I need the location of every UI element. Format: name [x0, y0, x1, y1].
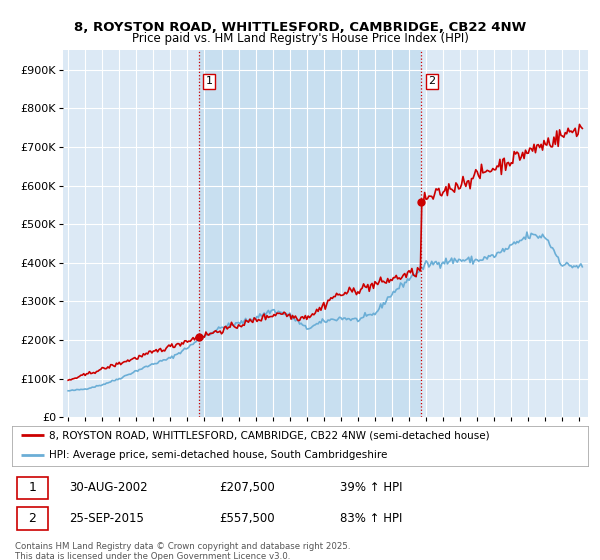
Text: 1: 1 [28, 482, 36, 494]
Text: 30-AUG-2002: 30-AUG-2002 [70, 482, 148, 494]
Text: 83% ↑ HPI: 83% ↑ HPI [340, 512, 403, 525]
Text: 39% ↑ HPI: 39% ↑ HPI [340, 482, 403, 494]
Text: £207,500: £207,500 [220, 482, 275, 494]
Text: 2: 2 [428, 76, 436, 86]
Text: 8, ROYSTON ROAD, WHITTLESFORD, CAMBRIDGE, CB22 4NW (semi-detached house): 8, ROYSTON ROAD, WHITTLESFORD, CAMBRIDGE… [49, 430, 490, 440]
Text: HPI: Average price, semi-detached house, South Cambridgeshire: HPI: Average price, semi-detached house,… [49, 450, 388, 460]
Text: Contains HM Land Registry data © Crown copyright and database right 2025.
This d: Contains HM Land Registry data © Crown c… [15, 542, 350, 560]
Text: 1: 1 [205, 76, 212, 86]
Bar [199, 50, 421, 417]
Bar [17, 507, 48, 530]
Text: 25-SEP-2015: 25-SEP-2015 [70, 512, 145, 525]
Text: 2: 2 [28, 512, 36, 525]
Text: £557,500: £557,500 [220, 512, 275, 525]
Bar [17, 477, 48, 499]
Text: 8, ROYSTON ROAD, WHITTLESFORD, CAMBRIDGE, CB22 4NW: 8, ROYSTON ROAD, WHITTLESFORD, CAMBRIDGE… [74, 21, 526, 34]
Text: Price paid vs. HM Land Registry's House Price Index (HPI): Price paid vs. HM Land Registry's House … [131, 32, 469, 45]
